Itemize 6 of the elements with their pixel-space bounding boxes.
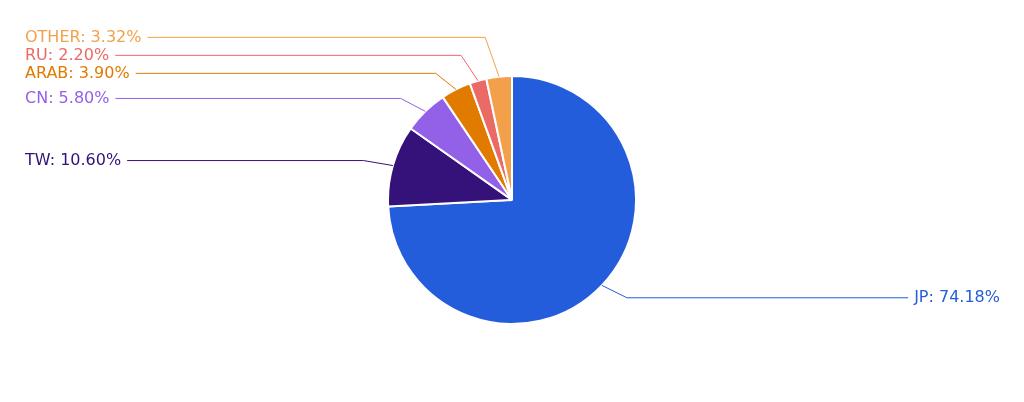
slice-label: OTHER: 3.32% (25, 26, 142, 46)
slice-label: ARAB: 3.90% (25, 62, 130, 82)
slice-label: CN: 5.80% (25, 87, 110, 107)
slice-label: TW: 10.60% (24, 149, 122, 169)
slice-label: RU: 2.20% (25, 44, 110, 64)
slice-label: JP: 74.18% (913, 286, 1000, 306)
